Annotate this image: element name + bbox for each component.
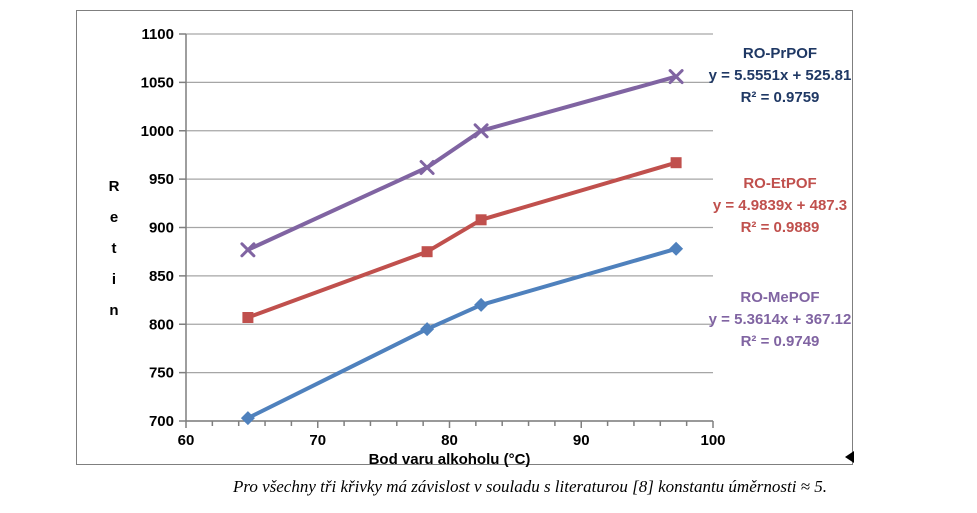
svg-text:60: 60 bbox=[178, 432, 195, 449]
svg-text:90: 90 bbox=[573, 432, 590, 449]
series-name: RO-EtPOF bbox=[743, 175, 817, 192]
svg-text:1050: 1050 bbox=[141, 74, 174, 91]
svg-text:1100: 1100 bbox=[141, 26, 174, 43]
svg-text:850: 850 bbox=[149, 268, 174, 285]
svg-text:100: 100 bbox=[700, 432, 725, 449]
figure-caption: Pro všechny tři křivky má závislost v so… bbox=[232, 477, 828, 496]
trendline-equation: y = 5.3614x + 367.12 bbox=[708, 311, 852, 328]
series-name: RO-PrPOF bbox=[742, 45, 818, 62]
r-squared-value: R² = 0.9749 bbox=[740, 333, 820, 350]
svg-text:80: 80 bbox=[441, 432, 458, 449]
x-axis-title: Bod varu alkoholu (°C) bbox=[368, 451, 531, 468]
object-anchor-triangle-icon bbox=[845, 451, 854, 463]
series-label-ro-etpof: RO-EtPOF y = 4.9839x + 487.3 R² = 0.9889 bbox=[695, 173, 865, 239]
series-label-ro-prpof: RO-PrPOF y = 5.5551x + 525.81 R² = 0.975… bbox=[695, 43, 865, 109]
embedded-chart-object[interactable]: 700 750 800 850 900 950 1000 1050 1100 60 70 80 90 10… bbox=[76, 10, 853, 468]
svg-text:70: 70 bbox=[309, 432, 326, 449]
trendline-equation: y = 5.5551x + 525.81 bbox=[708, 67, 852, 84]
line-chart-plot: 700 750 800 850 900 950 1000 1050 1100 60 70 80 90 10… bbox=[141, 26, 726, 449]
trendline-equation: y = 4.9839x + 487.3 bbox=[712, 197, 848, 214]
svg-text:950: 950 bbox=[149, 171, 174, 188]
svg-text:750: 750 bbox=[149, 365, 174, 382]
series-name: RO-MePOF bbox=[740, 289, 820, 306]
r-squared-value: R² = 0.9759 bbox=[740, 89, 820, 106]
svg-text:1000: 1000 bbox=[141, 123, 174, 140]
series-label-ro-mepof: RO-MePOF y = 5.3614x + 367.12 R² = 0.974… bbox=[695, 287, 865, 353]
svg-text:800: 800 bbox=[149, 316, 174, 333]
r-squared-value: R² = 0.9889 bbox=[740, 219, 820, 236]
svg-text:700: 700 bbox=[149, 413, 174, 430]
svg-text:900: 900 bbox=[149, 220, 174, 237]
